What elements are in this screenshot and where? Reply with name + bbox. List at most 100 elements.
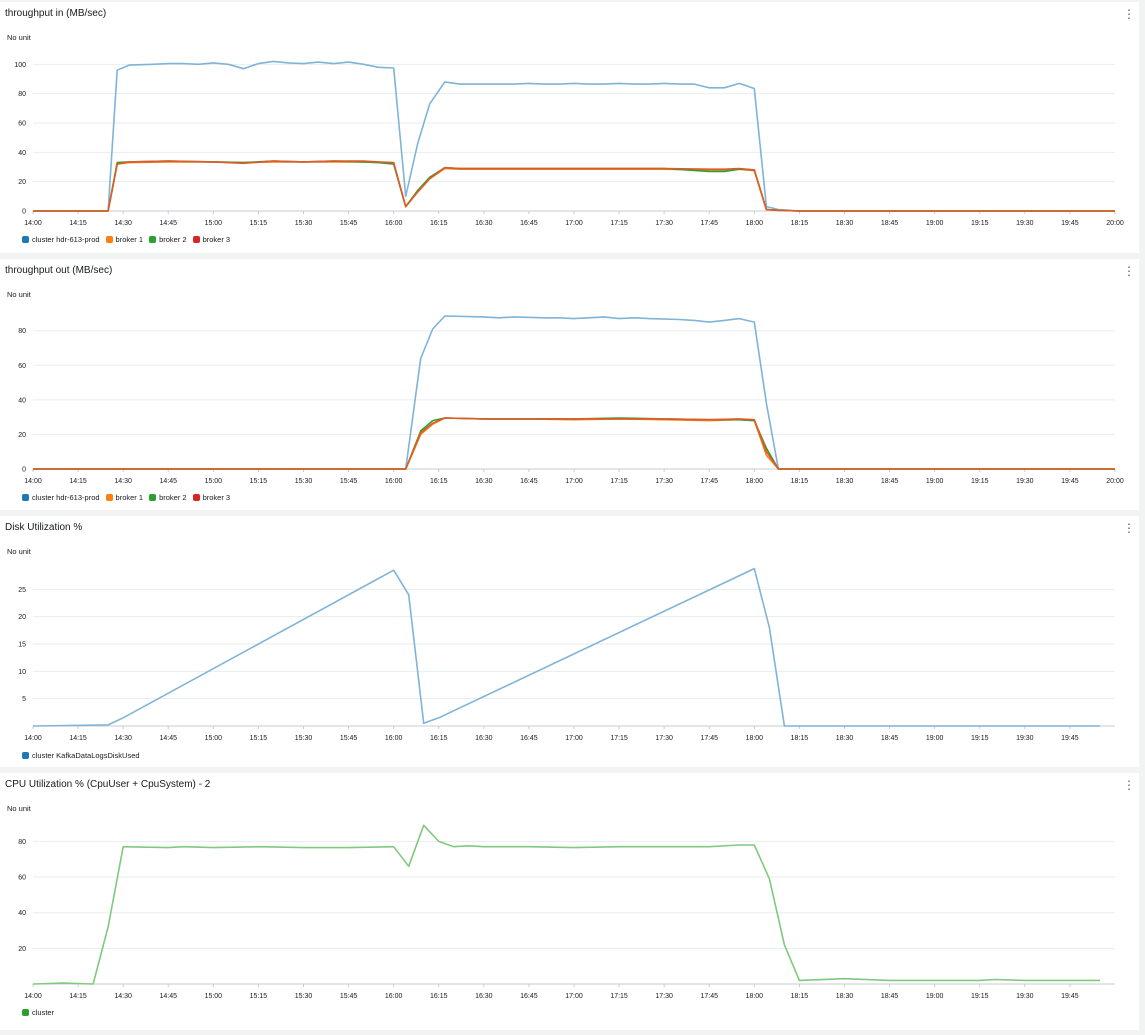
legend-label: broker 2 bbox=[159, 493, 187, 502]
legend-swatch bbox=[22, 1009, 29, 1016]
legend-item[interactable]: broker 3 bbox=[192, 493, 230, 502]
x-tick-label: 14:15 bbox=[69, 993, 87, 1000]
x-tick-label: 19:30 bbox=[1016, 993, 1034, 1000]
legend-label: broker 2 bbox=[159, 235, 187, 244]
line-chart[interactable]: 0 20 40 60 80 100 14:00 14:15 14:30 14:45 15:00 15:… bbox=[0, 2, 1139, 253]
legend-label: cluster hdr-613-prod bbox=[32, 493, 100, 502]
x-tick-label: 18:30 bbox=[836, 220, 854, 227]
x-tick-label: 19:30 bbox=[1016, 735, 1034, 742]
x-tick-label: 19:30 bbox=[1016, 478, 1034, 485]
legend-label: cluster bbox=[32, 1008, 55, 1017]
y-tick-label: 100 bbox=[14, 62, 26, 69]
line-chart[interactable]: 0 20 40 60 80 14:00 14:15 14:30 14:45 15:00 15:15 1… bbox=[0, 259, 1139, 510]
x-tick-label: 20:00 bbox=[1106, 478, 1124, 485]
series-line[interactable] bbox=[33, 160, 1115, 212]
x-tick-label: 19:00 bbox=[926, 220, 944, 227]
legend-item[interactable]: broker 1 bbox=[105, 235, 143, 244]
legend-label: broker 3 bbox=[202, 235, 231, 244]
x-tick-label: 16:15 bbox=[430, 735, 448, 742]
x-tick-label: 14:45 bbox=[159, 735, 177, 742]
chart-panel: Disk Utilization % No unit ⋮ 5 10 15 20 25 14:00… bbox=[0, 516, 1139, 767]
legend-swatch bbox=[22, 494, 29, 501]
x-tick-label: 15:30 bbox=[295, 993, 313, 1000]
panel-title: CPU Utilization % (CpuUser + CpuSystem) … bbox=[5, 779, 211, 790]
series-line[interactable] bbox=[33, 60, 1115, 212]
y-tick-label: 5 bbox=[22, 696, 26, 703]
x-tick-label: 15:15 bbox=[250, 220, 268, 227]
x-tick-label: 19:00 bbox=[926, 478, 944, 485]
more-vertical-icon[interactable]: ⋮ bbox=[1123, 7, 1135, 21]
series-line[interactable] bbox=[33, 315, 1115, 470]
x-tick-label: 14:15 bbox=[69, 735, 87, 742]
line-chart[interactable]: 20 40 60 80 14:00 14:15 14:30 14:45 15:00 15:15 15… bbox=[0, 773, 1139, 1030]
legend-item[interactable]: broker 2 bbox=[149, 493, 187, 502]
y-tick-label: 20 bbox=[18, 614, 26, 621]
x-tick-label: 16:00 bbox=[385, 220, 403, 227]
y-tick-label: 80 bbox=[18, 91, 26, 98]
legend-label: cluster KafkaDataLogsDiskUsed bbox=[32, 751, 140, 760]
panel-title: throughput in (MB/sec) bbox=[5, 8, 107, 19]
x-tick-label: 19:45 bbox=[1061, 735, 1079, 742]
x-tick-label: 19:15 bbox=[971, 735, 989, 742]
legend-item[interactable]: cluster hdr-613-prod bbox=[22, 235, 100, 244]
y-tick-label: 0 bbox=[22, 209, 26, 216]
x-tick-label: 16:30 bbox=[475, 993, 493, 1000]
y-tick-label: 60 bbox=[18, 121, 26, 128]
more-vertical-icon[interactable]: ⋮ bbox=[1123, 778, 1135, 792]
x-tick-label: 15:30 bbox=[295, 220, 313, 227]
y-tick-label: 20 bbox=[18, 946, 26, 953]
more-vertical-icon[interactable]: ⋮ bbox=[1123, 264, 1135, 278]
x-tick-label: 18:00 bbox=[746, 993, 764, 1000]
y-tick-label: 20 bbox=[18, 179, 26, 186]
x-tick-label: 17:30 bbox=[655, 220, 673, 227]
series-line[interactable] bbox=[33, 417, 1115, 470]
x-tick-label: 15:15 bbox=[250, 735, 268, 742]
legend-item[interactable]: cluster hdr-613-prod bbox=[22, 493, 100, 502]
x-tick-label: 16:30 bbox=[475, 220, 493, 227]
series-line[interactable] bbox=[32, 567, 1100, 727]
x-tick-label: 15:00 bbox=[205, 220, 223, 227]
legend-item[interactable]: broker 1 bbox=[105, 493, 143, 502]
x-tick-label: 18:00 bbox=[746, 220, 764, 227]
x-tick-label: 17:15 bbox=[610, 993, 628, 1000]
x-tick-label: 19:45 bbox=[1061, 478, 1079, 485]
legend: cluster bbox=[22, 1008, 54, 1017]
x-tick-label: 17:30 bbox=[655, 993, 673, 1000]
x-tick-label: 14:00 bbox=[24, 220, 42, 227]
x-tick-label: 16:00 bbox=[385, 478, 403, 485]
legend: cluster hdr-613-prod broker 1 broker 2 brok… bbox=[22, 493, 230, 502]
chart-panel: throughput in (MB/sec) No unit ⋮ 0 20 40 60 80 1… bbox=[0, 2, 1139, 253]
legend-item[interactable]: cluster KafkaDataLogsDiskUsed bbox=[22, 751, 140, 760]
x-tick-label: 17:30 bbox=[655, 735, 673, 742]
legend-swatch bbox=[149, 236, 157, 243]
legend-item[interactable]: broker 3 bbox=[192, 235, 231, 244]
x-tick-label: 15:30 bbox=[295, 735, 313, 742]
x-tick-label: 18:15 bbox=[791, 220, 809, 227]
x-tick-label: 14:00 bbox=[24, 478, 42, 485]
series-line[interactable] bbox=[32, 824, 1100, 985]
series-line[interactable] bbox=[33, 417, 1115, 470]
line-chart[interactable]: 5 10 15 20 25 14:00 14:15 14:30 14:45 15:00 15:15 1… bbox=[0, 516, 1139, 767]
y-tick-label: 80 bbox=[18, 839, 26, 846]
x-tick-label: 19:15 bbox=[971, 478, 989, 485]
y-tick-label: 0 bbox=[22, 467, 26, 474]
series-line[interactable] bbox=[33, 417, 1115, 470]
legend-item[interactable]: cluster bbox=[22, 1008, 54, 1017]
x-tick-label: 19:15 bbox=[971, 220, 989, 227]
x-tick-label: 18:45 bbox=[881, 478, 899, 485]
x-tick-label: 15:45 bbox=[340, 735, 358, 742]
legend-swatch bbox=[22, 752, 29, 759]
x-tick-label: 18:30 bbox=[836, 735, 854, 742]
legend: cluster hdr-613-prod broker 1 broker 2 brok… bbox=[22, 235, 230, 244]
unit-label: No unit bbox=[7, 290, 31, 299]
legend-item[interactable]: broker 2 bbox=[149, 235, 187, 244]
x-tick-label: 17:00 bbox=[565, 220, 583, 227]
x-tick-label: 16:00 bbox=[385, 993, 403, 1000]
legend-swatch bbox=[192, 236, 200, 243]
more-vertical-icon[interactable]: ⋮ bbox=[1123, 521, 1135, 535]
y-tick-label: 10 bbox=[18, 669, 26, 676]
x-tick-label: 15:45 bbox=[340, 478, 358, 485]
y-tick-label: 60 bbox=[18, 875, 26, 882]
unit-label: No unit bbox=[7, 804, 31, 813]
x-tick-label: 15:15 bbox=[250, 478, 268, 485]
